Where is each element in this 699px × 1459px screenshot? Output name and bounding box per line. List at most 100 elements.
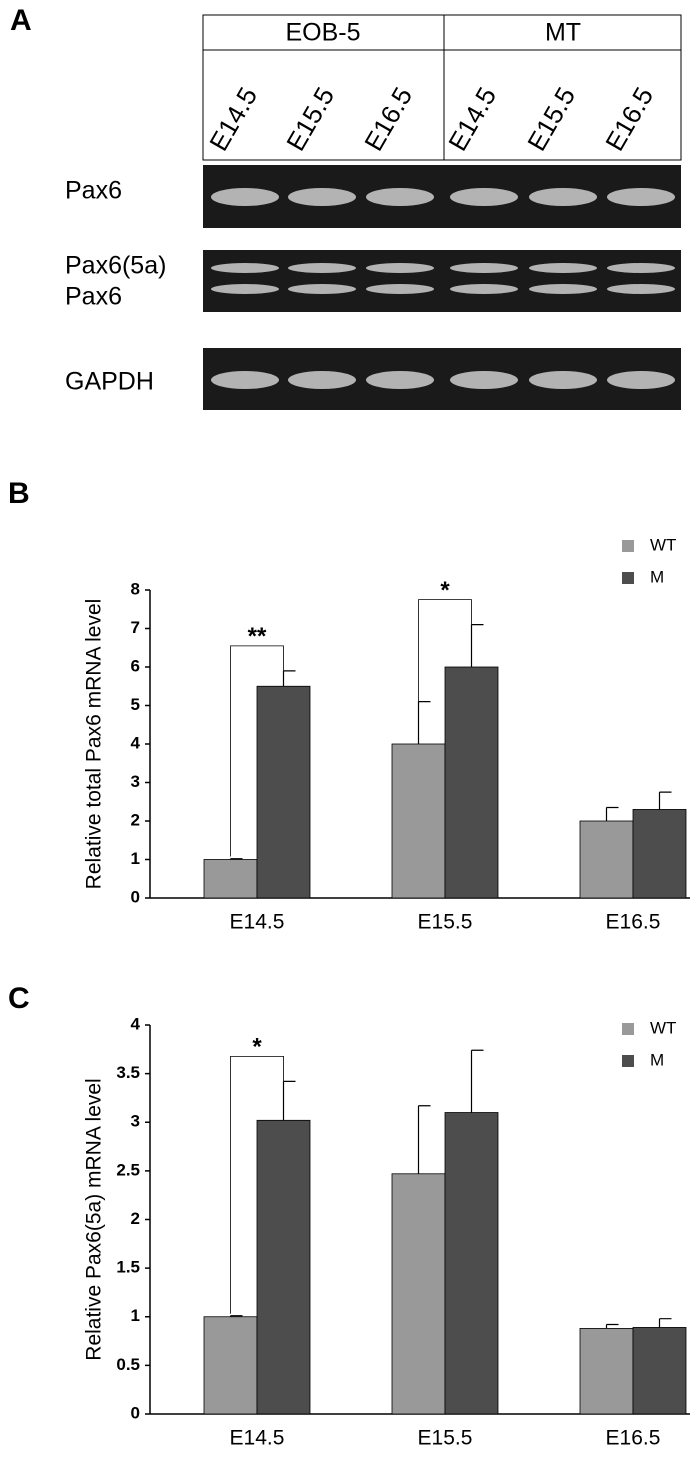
panel-label: C (8, 982, 30, 1015)
legend-label: WT (650, 1018, 676, 1037)
x-tick-label: E15.5 (418, 911, 473, 934)
band (366, 371, 434, 389)
error-bar (229, 1315, 243, 1317)
lane-label: E16.5 (358, 82, 418, 156)
lane-label: E15.5 (521, 82, 581, 156)
y-tick-label: 4 (131, 733, 141, 752)
band (450, 284, 518, 294)
band (366, 188, 434, 206)
y-tick-label: 3 (131, 772, 140, 791)
band (529, 188, 597, 206)
y-tick-label: 2 (131, 1209, 140, 1228)
significance-bracket (230, 645, 284, 857)
x-tick-label: E16.5 (606, 911, 661, 934)
band (607, 284, 675, 294)
legend-swatch (622, 1023, 634, 1035)
band (366, 263, 434, 273)
bar (632, 809, 687, 899)
error-bar (282, 670, 296, 687)
gel (203, 348, 681, 410)
error-bar (229, 858, 243, 860)
significance-label: * (252, 1034, 262, 1061)
significance-label: ** (248, 623, 267, 650)
band (288, 188, 356, 206)
error-bar (417, 1105, 431, 1174)
error-bar (605, 1323, 619, 1329)
significance-label: * (440, 577, 450, 604)
bar (203, 1316, 258, 1415)
gel (203, 165, 681, 228)
band (529, 263, 597, 273)
bar (256, 1119, 311, 1415)
band (607, 263, 675, 273)
legend-label: WT (650, 535, 676, 554)
error-bar (605, 806, 619, 821)
band (211, 284, 279, 294)
row-label: Pax6 (65, 177, 122, 205)
bar (444, 1112, 499, 1415)
bar (256, 685, 311, 899)
band (288, 371, 356, 389)
legend-label: M (650, 567, 664, 586)
y-tick-label: 7 (131, 618, 140, 637)
lane-label: E14.5 (442, 82, 502, 156)
legend-swatch (622, 540, 634, 552)
band (211, 371, 279, 389)
y-tick-label: 6 (131, 656, 140, 675)
group-box (202, 14, 682, 51)
band (288, 284, 356, 294)
bar (391, 743, 446, 899)
y-tick-label: 0 (131, 887, 140, 906)
bar (579, 820, 634, 899)
error-bar (470, 1049, 484, 1113)
legend-swatch (622, 572, 634, 584)
band (366, 284, 434, 294)
y-tick-label: 1 (131, 1306, 140, 1325)
y-tick-label: 2.5 (116, 1160, 140, 1179)
band (211, 188, 279, 206)
lane-box (202, 49, 682, 161)
x-tick-label: E14.5 (230, 911, 285, 934)
row-label: GAPDH (65, 368, 154, 396)
gel (203, 250, 681, 312)
y-tick-label: 3.5 (116, 1063, 140, 1082)
legend-swatch (622, 1055, 634, 1067)
band (211, 263, 279, 273)
panel-label: A (10, 4, 32, 37)
bar (203, 859, 258, 899)
y-axis-label: Relative total Pax6 mRNA level (83, 599, 106, 890)
y-tick-label: 8 (131, 579, 140, 598)
x-tick-label: E16.5 (606, 1427, 661, 1450)
band (450, 263, 518, 273)
y-tick-label: 0 (131, 1403, 140, 1422)
y-tick-label: 1 (131, 849, 140, 868)
error-bar (658, 791, 672, 810)
significance-bracket (230, 1056, 284, 1314)
error-bar (658, 1318, 672, 1328)
y-tick-label: 0.5 (116, 1355, 140, 1374)
band (607, 371, 675, 389)
lane-label: E15.5 (280, 82, 340, 156)
group-label: EOB-5 (285, 19, 360, 47)
band (529, 284, 597, 294)
x-tick-label: E15.5 (418, 1427, 473, 1450)
bar (444, 666, 499, 899)
bar (632, 1327, 687, 1415)
row-label: Pax6 (65, 283, 122, 311)
panel-label: B (8, 477, 30, 510)
error-bar (417, 701, 431, 744)
bar (391, 1173, 446, 1415)
y-tick-label: 5 (131, 695, 140, 714)
legend-label: M (650, 1050, 664, 1069)
significance-bracket (418, 599, 472, 741)
y-tick-label: 3 (131, 1112, 140, 1131)
y-tick-label: 4 (131, 1014, 141, 1033)
y-axis-label: Relative Pax6(5a) mRNA level (83, 1078, 106, 1360)
error-bar (282, 1080, 296, 1121)
row-label: Pax6(5a) (65, 252, 166, 280)
band (529, 371, 597, 389)
y-tick-label: 1.5 (116, 1258, 140, 1277)
band (288, 263, 356, 273)
lane-label: E14.5 (203, 82, 263, 156)
